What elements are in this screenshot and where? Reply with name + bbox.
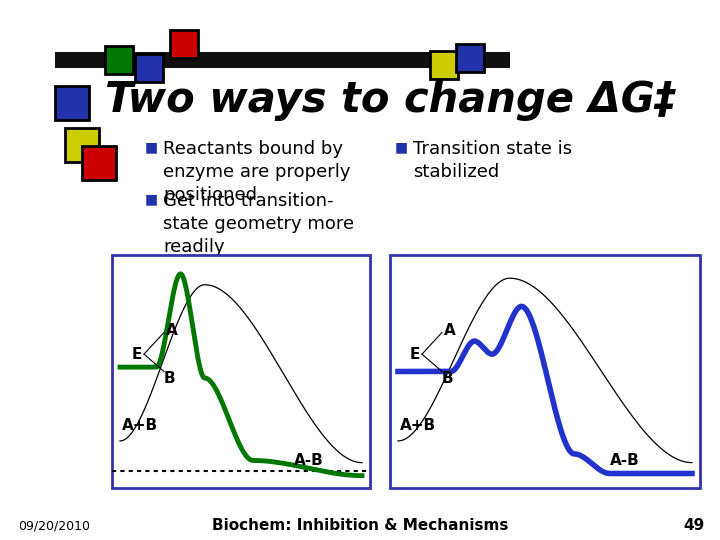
Bar (55, 86, 89, 120)
Text: A: A (166, 323, 178, 338)
Text: 09/20/2010: 09/20/2010 (18, 519, 90, 532)
Text: ■: ■ (145, 140, 158, 154)
Text: Reactants bound by
enzyme are properly
positioned: Reactants bound by enzyme are properly p… (163, 140, 351, 204)
Bar (112, 255, 370, 488)
Text: B: B (442, 370, 454, 386)
Text: ■: ■ (395, 140, 408, 154)
Text: Transition state is
stabilized: Transition state is stabilized (413, 140, 572, 181)
Text: ■: ■ (145, 192, 158, 206)
Text: E: E (410, 347, 420, 362)
Bar (430, 51, 458, 79)
Bar (135, 54, 163, 82)
Text: B: B (164, 370, 176, 386)
Text: E: E (132, 347, 142, 362)
Bar (390, 255, 700, 488)
Text: Get into transition-
state geometry more
readily: Get into transition- state geometry more… (163, 192, 354, 256)
Text: 49: 49 (684, 518, 705, 534)
Text: A+B: A+B (122, 418, 158, 433)
Bar (170, 30, 198, 58)
Bar (82, 146, 116, 180)
Bar (105, 46, 133, 74)
Bar (456, 44, 484, 72)
Bar (55, 52, 510, 68)
Text: Biochem: Inhibition & Mechanisms: Biochem: Inhibition & Mechanisms (212, 518, 508, 534)
Bar (65, 128, 99, 162)
Text: Two ways to change ΔG‡: Two ways to change ΔG‡ (104, 79, 675, 121)
Text: A-B: A-B (610, 453, 639, 468)
Text: A-B: A-B (294, 453, 324, 468)
Text: A: A (444, 323, 456, 338)
Text: A+B: A+B (400, 418, 436, 433)
